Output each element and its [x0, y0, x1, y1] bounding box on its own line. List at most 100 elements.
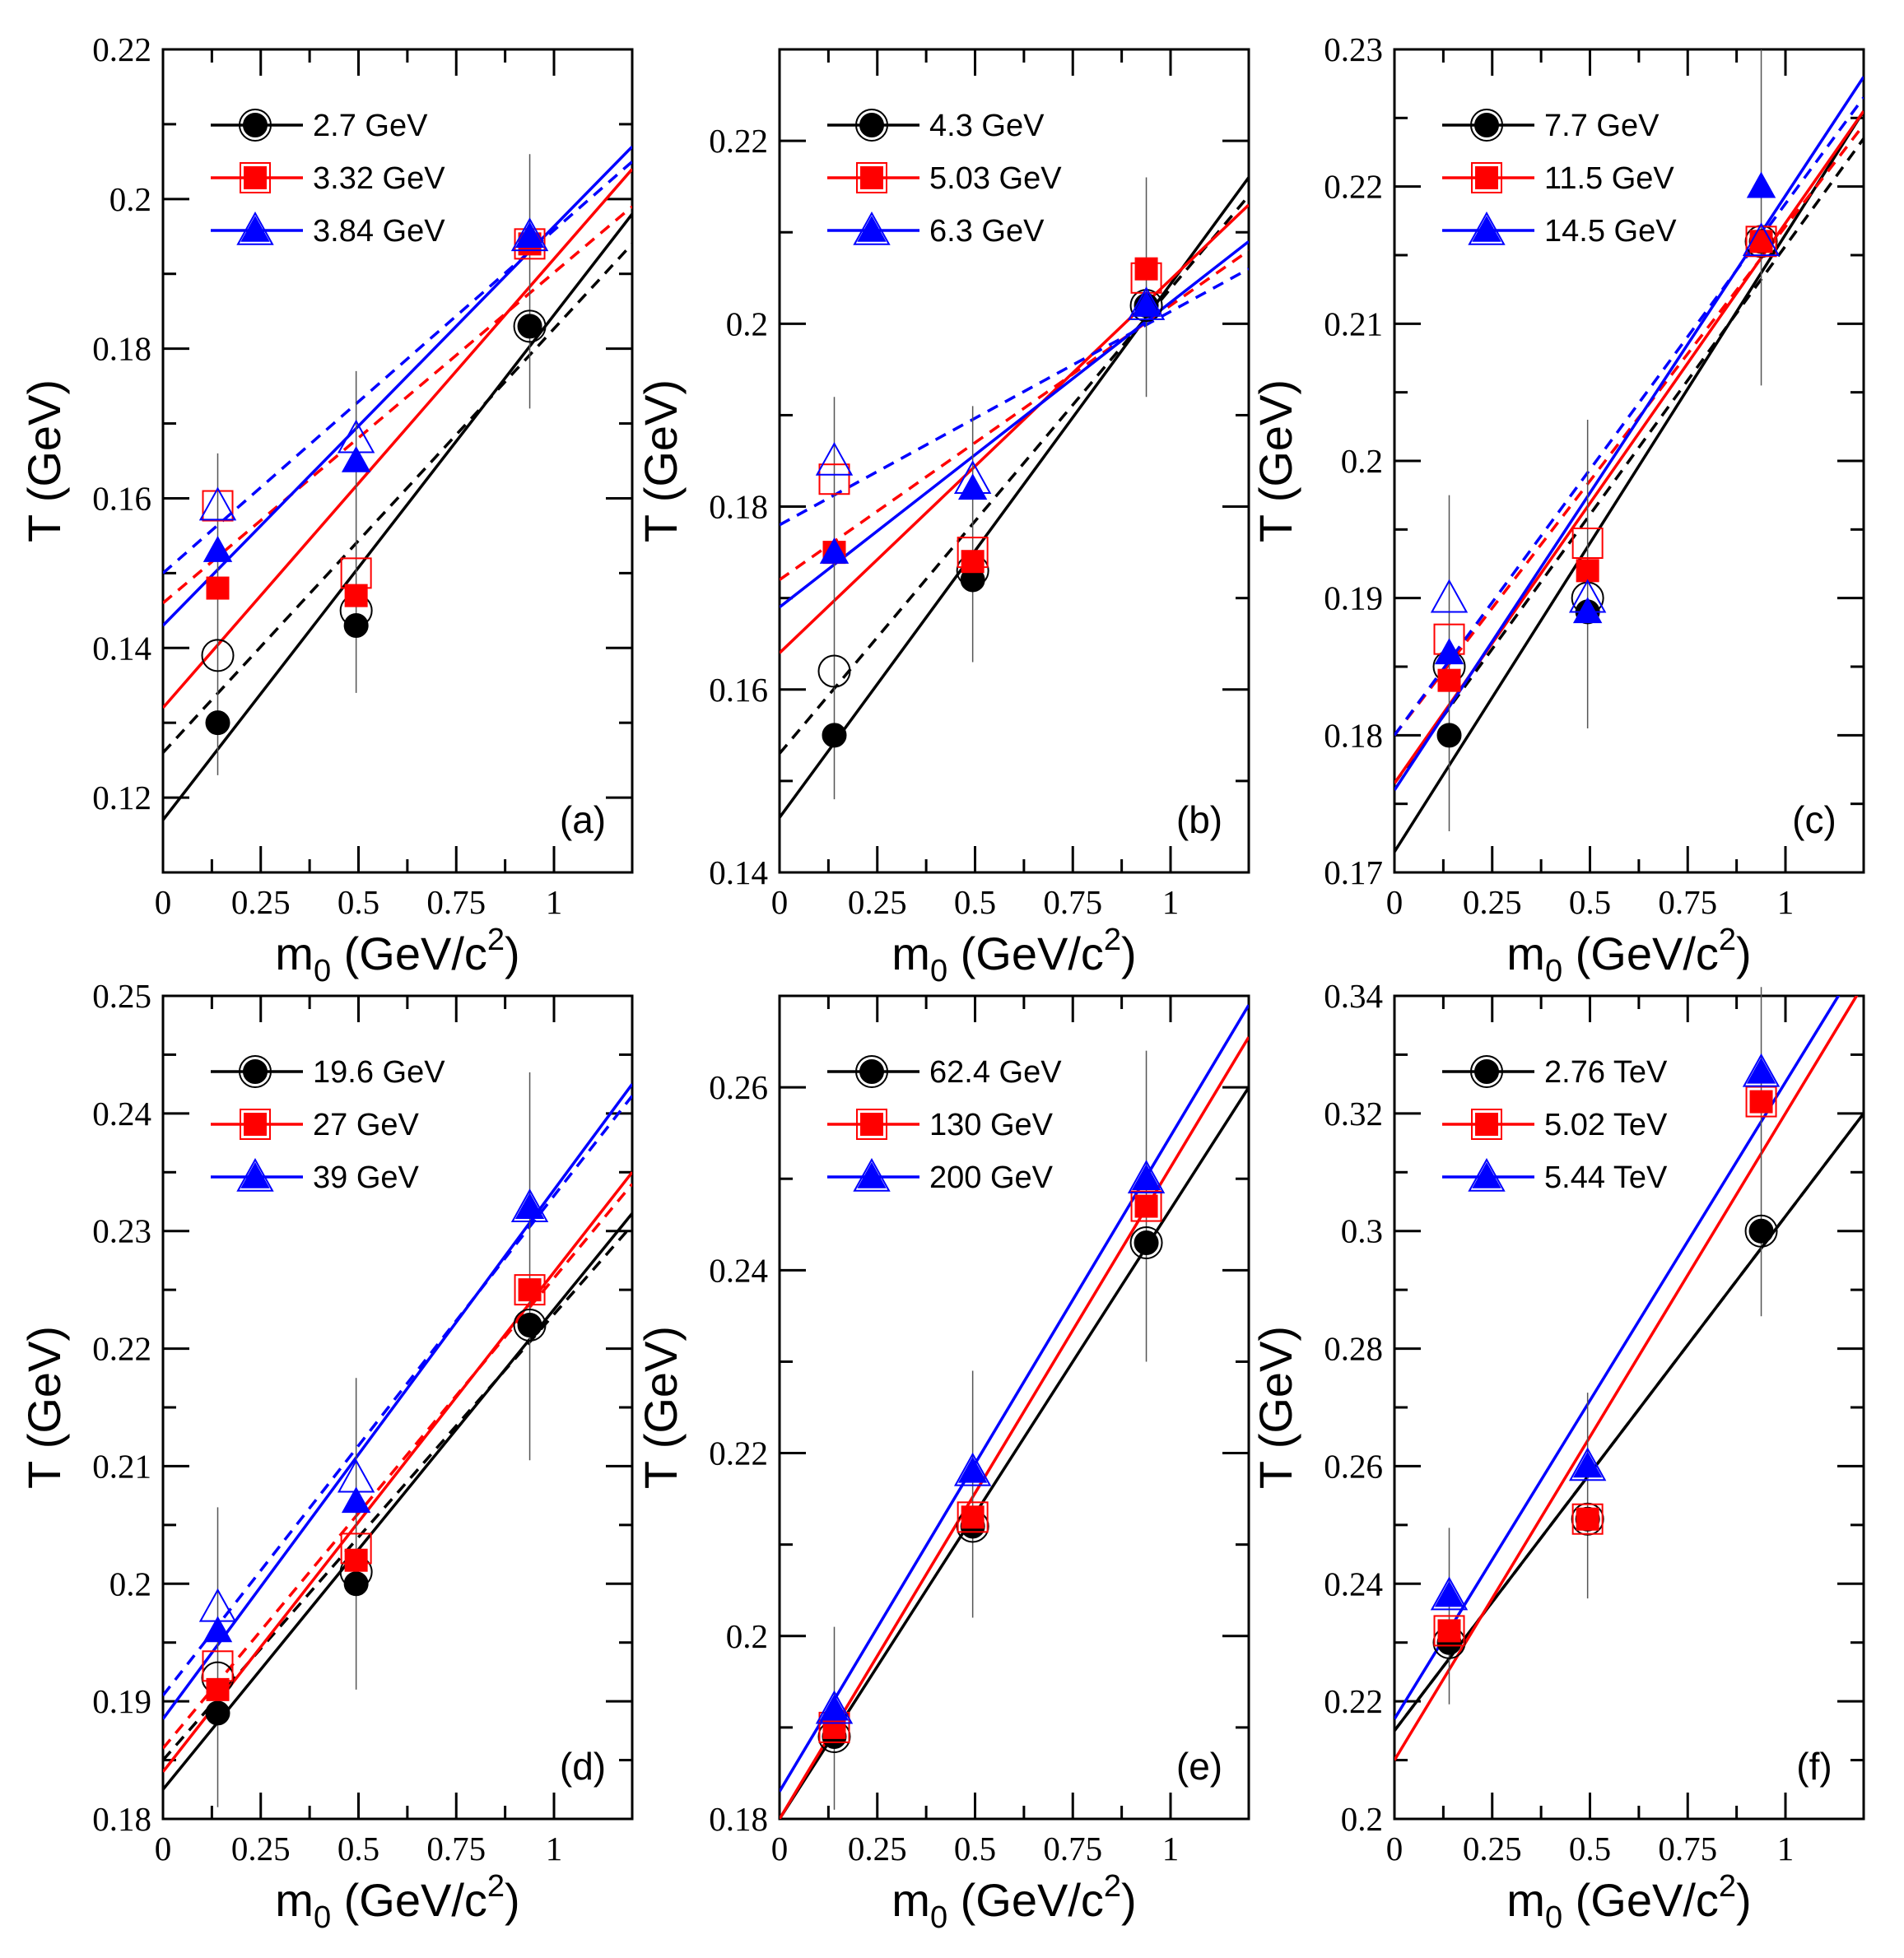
data-point-open — [513, 1309, 547, 1342]
data-point-filled — [344, 1548, 368, 1572]
legend-marker-open — [853, 1157, 891, 1192]
legend-label: 6.3 GeV — [929, 214, 1045, 249]
legend-marker-filled — [860, 1113, 883, 1136]
data-point-filled — [822, 723, 847, 748]
x-axis-label: m0 (GeV/c2) — [891, 923, 1136, 988]
y-tick-label: 0.16 — [92, 479, 151, 517]
y-axis-label: T (GeV) — [18, 379, 70, 542]
y-tick-label: 0.18 — [92, 1800, 151, 1838]
legend-label: 19.6 GeV — [313, 1055, 445, 1090]
y-tick-label: 0.24 — [92, 1095, 151, 1132]
data-point-open — [198, 486, 237, 521]
y-tick-label: 0.34 — [1324, 977, 1383, 1015]
legend-marker-open — [240, 1109, 271, 1140]
y-tick-label: 0.32 — [1324, 1095, 1383, 1132]
fit-line-dashed-0 — [163, 243, 632, 754]
x-tick-label: 0 — [1386, 883, 1404, 921]
legend-marker-open — [239, 109, 272, 142]
data-point-filled — [961, 550, 985, 574]
data-point-filled — [1134, 1194, 1158, 1218]
x-tick-label: 0.75 — [1658, 883, 1717, 921]
fit-line-dashed-0 — [1394, 1112, 1864, 1732]
data-point-open — [1571, 1503, 1604, 1535]
x-tick-label: 0.25 — [848, 883, 907, 921]
y-tick-label: 0.18 — [709, 488, 768, 526]
legend-marker-open — [855, 109, 888, 142]
legend-label: 2.7 GeV — [313, 109, 428, 143]
panel-label: (c) — [1792, 798, 1836, 841]
x-axis-label: m0 (GeV/c2) — [1506, 923, 1751, 988]
fit-line-solid-1 — [163, 168, 632, 709]
y-axis-label: T (GeV) — [1250, 379, 1301, 542]
legend-marker-open — [236, 211, 274, 245]
y-tick-label: 0.21 — [92, 1447, 151, 1485]
x-axis-label: m0 (GeV/c2) — [275, 923, 519, 988]
plot-frame — [161, 48, 634, 874]
y-tick-label: 0.26 — [1324, 1447, 1383, 1485]
data-point-open — [1430, 579, 1469, 613]
legend-marker-open — [856, 1109, 887, 1140]
fit-line-solid-0 — [163, 1212, 632, 1791]
legend-marker-filled — [244, 166, 267, 189]
legend-marker-open — [853, 211, 891, 245]
plot-frame — [778, 994, 1250, 1821]
legend-marker-filled — [1474, 113, 1499, 137]
y-axis-label: T (GeV) — [635, 1326, 687, 1489]
y-tick-label: 0.23 — [1324, 30, 1383, 68]
data-point-open — [818, 463, 850, 495]
chart-panel-d: 0 0.25 0.5 0.75 1 0.18 0.19 0.2 0.21 0.22 0.23 0.24… — [18, 977, 634, 1935]
y-tick-label: 0.2 — [1341, 442, 1383, 480]
legend-marker-filled — [1472, 215, 1501, 242]
data-point-filled — [1436, 723, 1462, 748]
legend-marker-open — [855, 1055, 888, 1088]
data-point-filled — [961, 1505, 985, 1529]
y-tick-label: 0.22 — [709, 1435, 768, 1472]
legend-label: 5.03 GeV — [929, 161, 1062, 196]
fit-line-solid-0 — [780, 1086, 1249, 1819]
x-axis-label: m0 (GeV/c2) — [891, 1869, 1136, 1935]
data-point-filled — [341, 1486, 371, 1514]
data-point-open — [1568, 1447, 1607, 1481]
legend-marker-open — [239, 1055, 272, 1088]
data-point-open — [957, 1501, 989, 1533]
x-tick-label: 0.25 — [848, 1830, 907, 1867]
y-tick-label: 0.19 — [92, 1682, 151, 1720]
data-point-open — [513, 309, 547, 343]
x-tick-label: 0.75 — [1043, 1830, 1102, 1867]
fit-line-dashed-2 — [163, 160, 632, 574]
data-point-filled — [1131, 291, 1161, 317]
y-tick-label: 0.2 — [1341, 1800, 1383, 1838]
plot-frame — [778, 48, 1250, 874]
y-tick-label: 0.2 — [109, 180, 151, 218]
data-point-filled — [514, 221, 545, 249]
legend-marker-open — [236, 1157, 274, 1192]
y-tick-label: 0.12 — [92, 779, 151, 816]
panel-label: (b) — [1176, 798, 1222, 841]
data-point-open — [817, 654, 851, 688]
data-point-filled — [1134, 1230, 1159, 1255]
legend-marker-filled — [240, 1161, 270, 1188]
data-point-open — [202, 490, 234, 522]
data-point-filled — [1749, 230, 1773, 253]
fit-line-solid-0 — [1394, 110, 1864, 853]
legend-marker-filled — [860, 166, 883, 189]
legend-marker-filled — [1472, 1161, 1501, 1188]
data-point-filled — [344, 584, 368, 607]
legend-label: 4.3 GeV — [929, 109, 1045, 143]
data-point-filled — [1434, 1580, 1464, 1607]
fit-line-dashed-2 — [1394, 96, 1864, 737]
x-tick-label: 0.25 — [231, 1830, 291, 1867]
y-tick-label: 0.2 — [109, 1565, 151, 1602]
data-point-filled — [206, 576, 230, 600]
legend-marker-open — [1468, 211, 1506, 245]
x-tick-label: 0 — [1386, 1830, 1404, 1867]
legend-marker-open — [856, 162, 887, 193]
panel-label: (d) — [560, 1745, 606, 1788]
x-tick-label: 0.75 — [1043, 883, 1102, 921]
chart-panel-c: 0 0.25 0.5 0.75 1 0.17 0.18 0.19 0.2 0.21 0.22 0.23… — [1250, 30, 1865, 988]
data-point-filled — [205, 1700, 230, 1726]
data-point-open — [1745, 226, 1777, 258]
legend-marker-filled — [243, 1059, 268, 1084]
data-point-filled — [1437, 1619, 1461, 1643]
legend-marker-open — [1470, 1055, 1503, 1088]
